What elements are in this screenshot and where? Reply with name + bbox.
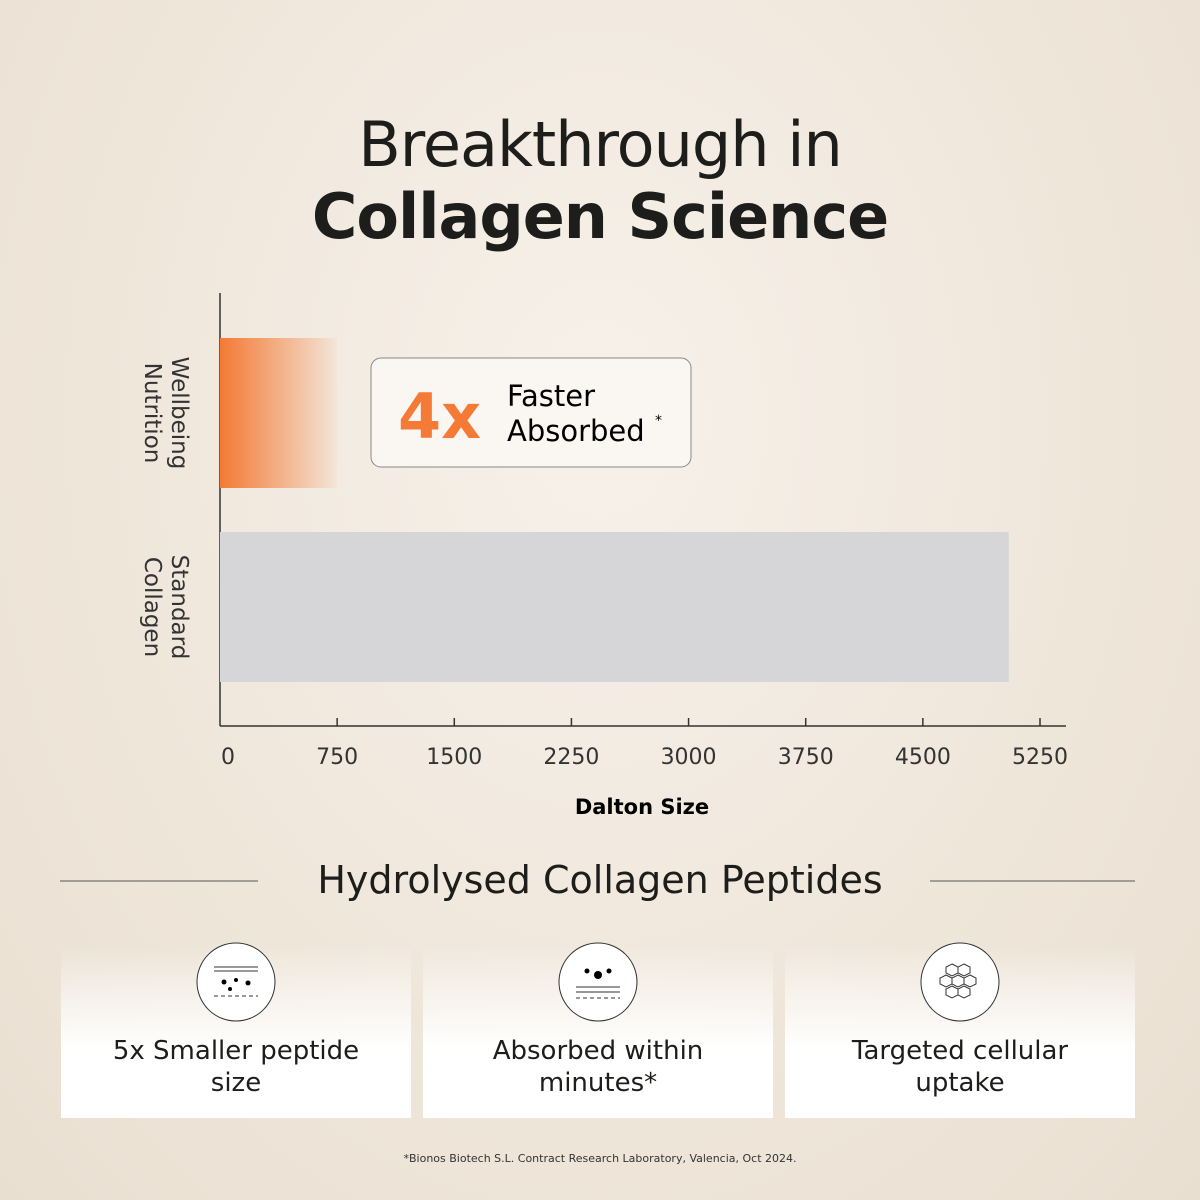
x-tick-label: 5250 bbox=[1012, 745, 1068, 770]
bar bbox=[220, 532, 1009, 682]
x-tick-label: 4500 bbox=[895, 745, 951, 770]
callout-mark: * bbox=[655, 413, 662, 429]
title-line: Collagen Science bbox=[311, 180, 889, 253]
callout-box bbox=[370, 357, 692, 468]
category-label: Wellbeing Nutrition bbox=[139, 356, 192, 470]
category-label: Standard Collagen bbox=[139, 554, 192, 660]
feature-card: 5x Smaller peptide size bbox=[61, 942, 411, 1118]
feature-text: 5x Smaller peptide size bbox=[112, 1036, 360, 1098]
title-line: Breakthrough in bbox=[358, 108, 843, 181]
x-axis-title: Dalton Size bbox=[575, 795, 709, 819]
section-title: Hydrolysed Collagen Peptides bbox=[317, 858, 883, 902]
x-tick-label: 3750 bbox=[778, 745, 834, 770]
bar bbox=[220, 338, 338, 488]
feature-text: Absorbed within minutes* bbox=[492, 1036, 704, 1098]
x-tick-label: 3000 bbox=[661, 745, 717, 770]
callout-text: Absorbed bbox=[507, 414, 645, 448]
feature-text: Targeted cellular uptake bbox=[851, 1036, 1069, 1098]
icon bbox=[558, 942, 638, 1022]
x-tick-label: 0 bbox=[221, 745, 235, 770]
icon bbox=[196, 942, 276, 1022]
footnote: *Bionos Biotech S.L. Contract Research L… bbox=[403, 1152, 797, 1165]
icon bbox=[920, 942, 1000, 1022]
callout-text: Faster bbox=[507, 379, 595, 413]
callout-multiplier: 4x bbox=[398, 380, 481, 453]
x-tick-label: 750 bbox=[316, 745, 358, 770]
x-tick-label: 1500 bbox=[426, 745, 482, 770]
feature-card: Absorbed within minutes* bbox=[423, 942, 773, 1118]
feature-card: Targeted cellular uptake bbox=[785, 942, 1135, 1118]
x-tick-label: 2250 bbox=[543, 745, 599, 770]
